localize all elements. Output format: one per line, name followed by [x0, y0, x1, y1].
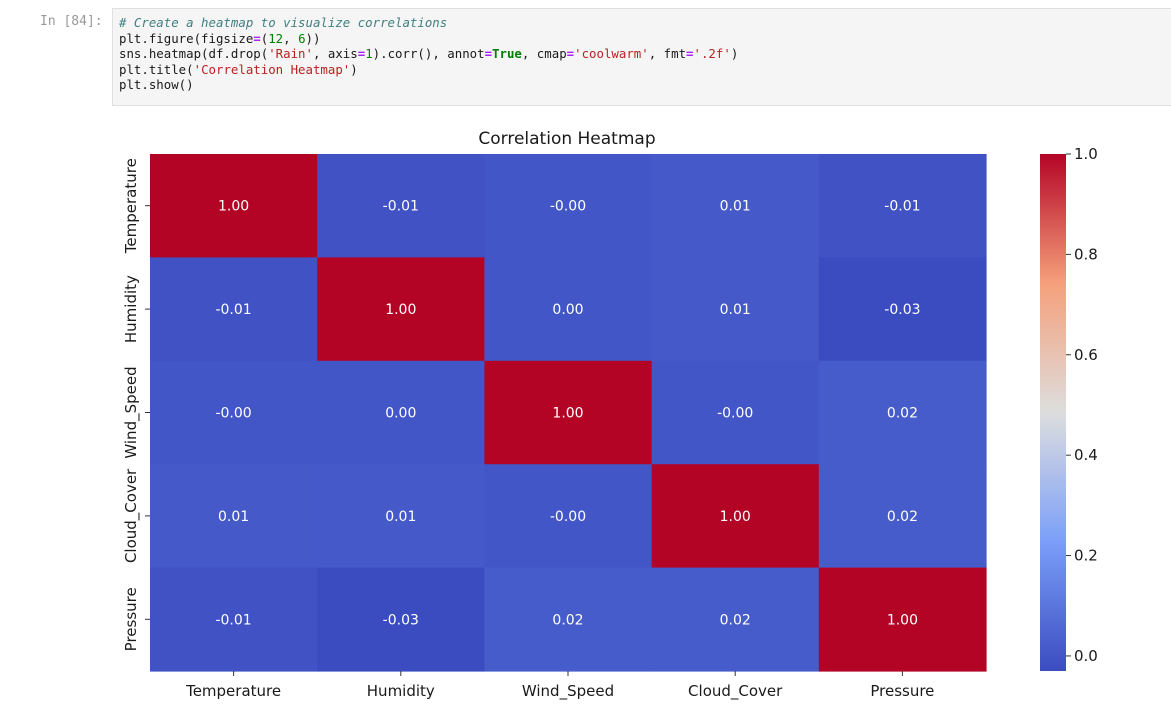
heatmap-cell: [484, 360, 653, 465]
cell-prompt: In [84]:: [40, 14, 103, 29]
x-tick-label: Cloud_Cover: [688, 682, 783, 701]
heatmap-cell: [484, 154, 653, 258]
heatmap-cell: [317, 464, 485, 569]
heatmap-cell: [150, 257, 318, 362]
cell-annotation: 1.00: [887, 612, 918, 628]
heatmap-cell: [651, 257, 820, 362]
y-tick-label: Wind_Speed: [122, 366, 141, 458]
y-tick-label: Cloud_Cover: [122, 468, 141, 563]
cell-annotation: -0.01: [215, 302, 251, 318]
cell-annotation: -0.00: [550, 509, 586, 525]
code-line-1: # Create a heatmap to visualize correlat…: [119, 15, 448, 30]
heatmap-cell: [651, 154, 820, 258]
heatmap-cell: [651, 567, 820, 672]
heatmap-cell: [818, 257, 987, 362]
heatmap-cell: [484, 464, 653, 569]
heatmap-cell: [317, 567, 485, 672]
colorbar-tick-label: 0.4: [1074, 446, 1098, 464]
heatmap-cell: [150, 464, 318, 569]
colorbar-tick-label: 0.8: [1074, 245, 1098, 263]
cell-annotation: 0.01: [218, 509, 249, 525]
cell-annotation: 0.01: [720, 302, 751, 318]
colorbar: [1040, 154, 1066, 671]
heatmap-cell: [317, 257, 485, 362]
cell-annotation: -0.00: [717, 406, 753, 422]
heatmap-cell: [484, 567, 653, 672]
heatmap-cell: [651, 360, 820, 465]
heatmap-cell: [818, 154, 987, 258]
x-tick-label: Wind_Speed: [522, 682, 614, 701]
heatmap-cell: [484, 257, 653, 362]
cell-annotation: 1.00: [720, 509, 751, 525]
x-tick-label: Humidity: [367, 682, 435, 700]
chart-title: Correlation Heatmap: [478, 129, 655, 149]
cell-annotation: -0.01: [383, 199, 419, 215]
heatmap-cell: [150, 360, 318, 465]
cell-annotation: 0.02: [887, 509, 918, 525]
heatmap-figure: Correlation Heatmap 1.00 -0.01 -0.00 0.01 -0…: [122, 129, 1098, 701]
y-tick-label: Temperature: [122, 158, 140, 254]
colorbar-tick-label: 1.0: [1074, 145, 1098, 163]
heatmap-cell: [317, 360, 485, 465]
cell-annotation: 0.02: [552, 612, 583, 628]
y-tick-label: Humidity: [122, 275, 140, 343]
heatmap-cell: [651, 464, 820, 569]
heatmap-cell: [150, 154, 318, 258]
colorbar-tick-label: 0.0: [1074, 647, 1098, 665]
code-line-4: plt.title('Correlation Heatmap'): [119, 61, 358, 77]
cell-annotation: -0.03: [383, 612, 419, 628]
cell-annotation: 1.00: [552, 406, 583, 422]
cell-annotation: -0.00: [550, 199, 586, 215]
code-cell[interactable]: # Create a heatmap to visualize correlat…: [112, 8, 1171, 106]
colorbar-tick-label: 0.6: [1074, 346, 1098, 364]
heatmap-cell: [150, 567, 318, 672]
cell-annotation: 1.00: [385, 302, 416, 318]
heatmap-cell: [818, 464, 987, 569]
cell-annotation: 0.01: [385, 509, 416, 525]
cell-annotation: 0.02: [887, 406, 918, 422]
cell-annotation: -0.03: [884, 302, 920, 318]
cell-annotation: 0.02: [720, 612, 751, 628]
cell-annotation: -0.01: [884, 199, 920, 215]
cell-annotation: 0.00: [385, 406, 416, 422]
cell-annotation: -0.01: [215, 612, 251, 628]
cell-annotation: -0.00: [215, 406, 251, 422]
code-line-3: sns.heatmap(df.drop('Rain', axis=1).corr…: [119, 46, 739, 62]
x-tick-label: Pressure: [870, 682, 934, 700]
x-tick-label: Temperature: [185, 682, 281, 700]
code-line-2: plt.figure(figsize=(12, 6)): [119, 30, 321, 46]
heatmap-cell: [818, 360, 987, 465]
code-editor[interactable]: # Create a heatmap to visualize correlat…: [113, 9, 1171, 93]
cell-annotation: 0.00: [552, 302, 583, 318]
colorbar-tick-label: 0.2: [1074, 547, 1098, 565]
cell-annotation: 0.01: [720, 199, 751, 215]
y-tick-label: Pressure: [122, 587, 140, 651]
code-line-5: plt.show(): [119, 77, 194, 93]
cell-annotation: 1.00: [218, 199, 249, 215]
heatmap-cell: [818, 567, 987, 672]
heatmap-cell: [317, 154, 485, 258]
